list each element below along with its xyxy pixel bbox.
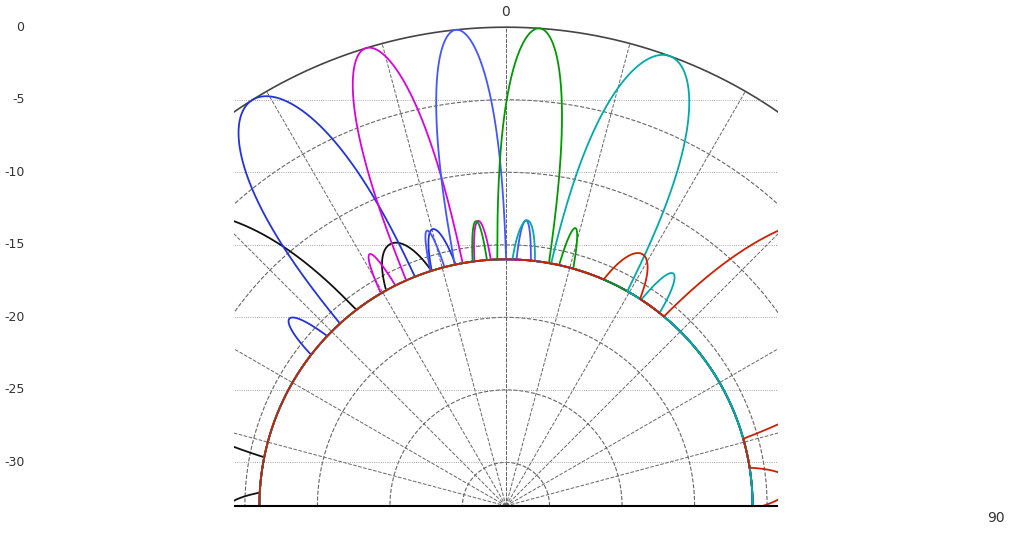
Text: 0: 0	[16, 21, 24, 34]
Text: -15: -15	[4, 238, 24, 251]
Text: -25: -25	[4, 384, 24, 397]
Text: 0: 0	[501, 5, 510, 19]
Text: -5: -5	[12, 93, 24, 106]
Text: 90: 90	[987, 511, 1004, 526]
Text: -20: -20	[4, 311, 24, 324]
Text: -30: -30	[4, 456, 24, 469]
Text: -10: -10	[4, 166, 24, 179]
